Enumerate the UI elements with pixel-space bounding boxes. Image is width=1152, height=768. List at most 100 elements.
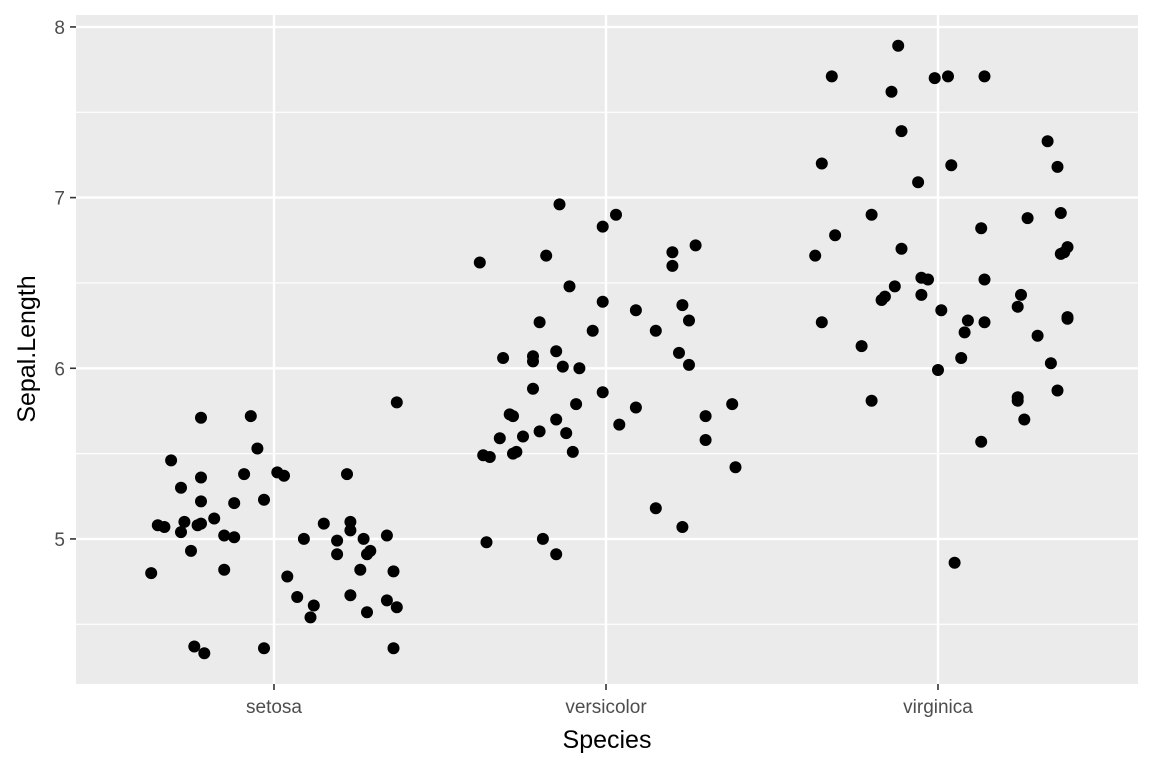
data-point [390,396,403,409]
data-point [573,362,586,375]
data-point [829,229,842,242]
data-point [307,599,320,612]
data-point [258,493,270,506]
data-point [975,435,988,448]
data-point [912,176,925,189]
data-point [145,567,158,580]
x-axis-title: Species [563,726,652,754]
data-point [878,290,891,303]
data-point [244,410,257,423]
data-point [699,434,712,446]
data-point [948,556,961,569]
data-point [666,259,679,272]
data-point [683,314,695,327]
data-point [613,418,626,431]
data-point [178,515,191,528]
data-point [185,544,197,557]
data-point [935,304,948,317]
data-point [354,563,367,576]
y-axis: 5 6 7 8 [54,18,76,551]
data-point [198,647,211,660]
data-point [855,340,868,353]
x-tick-label: setosa [246,697,302,718]
data-point [218,563,231,576]
data-point [195,495,207,508]
data-point [649,324,662,337]
data-point [865,394,878,407]
data-point [726,398,739,411]
data-point [649,502,662,515]
y-tick-label: 5 [54,530,65,551]
data-point [228,497,241,510]
data-point [699,410,712,423]
data-point [165,454,178,467]
data-point [610,208,622,221]
data-point [380,529,393,542]
data-point [683,358,695,371]
data-point [533,425,546,438]
data-point [291,591,304,603]
data-point [188,640,201,653]
data-point [975,222,988,235]
data-point [341,468,353,481]
data-point [958,326,971,339]
data-point [251,442,264,455]
data-point [556,360,569,373]
data-point [536,532,549,545]
data-point [1021,212,1034,225]
data-point [895,242,908,255]
data-point [1011,300,1024,313]
data-point [533,316,546,329]
data-point [195,471,207,484]
data-point [586,324,599,337]
data-point [978,273,991,286]
data-point [387,565,400,578]
data-point [915,288,928,301]
data-point [978,70,991,83]
data-point [563,280,576,293]
data-point [815,316,828,329]
data-point [480,536,493,549]
data-point [218,529,231,542]
data-point [507,410,519,423]
x-axis: setosa versicolor virginica [246,684,973,718]
data-point [550,345,563,358]
data-point [553,198,566,211]
data-point [380,594,393,607]
data-point [809,249,822,262]
data-point [815,157,828,170]
data-point [689,239,702,252]
data-point [304,611,317,624]
data-point [208,512,221,525]
data-point [560,427,573,440]
data-point [676,299,689,312]
data-point [473,256,486,269]
data-point [1054,207,1067,219]
data-point [596,386,609,399]
data-point [483,451,496,463]
data-point [258,642,270,655]
data-point [517,430,529,443]
data-point [945,159,958,172]
y-axis-title: Sepal.Length [13,275,41,422]
data-point [1061,311,1074,324]
data-point [527,382,539,395]
data-point [729,461,742,474]
data-point [942,70,954,83]
data-point [895,125,908,138]
data-point [238,468,251,481]
data-point [666,246,679,259]
data-point [629,304,642,317]
grid-major [76,15,1138,684]
data-point [195,517,207,530]
data-point [331,548,344,561]
data-point [1051,160,1064,173]
data-point [961,314,974,327]
data-point [297,532,310,545]
x-tick-label: versicolor [565,697,647,718]
data-point [922,273,934,286]
data-point [1011,394,1024,407]
data-point [281,570,294,583]
data-point [527,350,539,363]
data-point [1044,357,1057,370]
